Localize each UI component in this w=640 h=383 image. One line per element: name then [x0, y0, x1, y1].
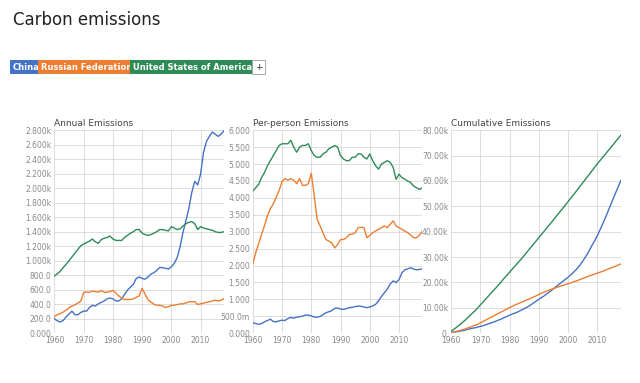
Text: Russian Federation: Russian Federation	[40, 62, 132, 72]
Text: China: China	[13, 62, 40, 72]
Text: United States of America: United States of America	[133, 62, 252, 72]
Text: Cumulative Emissions: Cumulative Emissions	[451, 119, 550, 128]
Text: Annual Emissions: Annual Emissions	[54, 119, 134, 128]
Text: Carbon emissions: Carbon emissions	[13, 11, 160, 29]
Text: Per-person Emissions: Per-person Emissions	[253, 119, 348, 128]
Text: +: +	[255, 62, 262, 72]
